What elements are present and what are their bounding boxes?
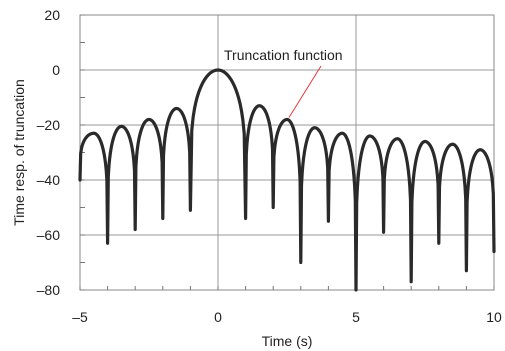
y-tick-label: 20 (44, 7, 60, 23)
x-tick-label: –5 (72, 309, 88, 325)
x-axis-title: Time (s) (262, 333, 313, 349)
y-tick-labels: 20 0 –20 –40 –60 –80 (37, 7, 61, 298)
y-tick-label: –40 (37, 172, 61, 188)
y-tick-label: –20 (37, 117, 61, 133)
annotation-label: Truncation function (224, 47, 343, 63)
y-tick-label: 0 (52, 62, 60, 78)
y-tick-label: –80 (37, 282, 61, 298)
x-tick-label: 10 (486, 309, 502, 325)
x-tick-label: 5 (352, 309, 360, 325)
x-tick-label: 0 (214, 309, 222, 325)
y-tick-label: –60 (37, 227, 61, 243)
x-tick-labels: –5 0 5 10 (72, 309, 502, 325)
y-axis-title: Time resp. of truncation (11, 79, 27, 226)
series-line (78, 68, 496, 292)
tick-marks (79, 14, 495, 291)
annotation-leader-line (288, 65, 322, 118)
